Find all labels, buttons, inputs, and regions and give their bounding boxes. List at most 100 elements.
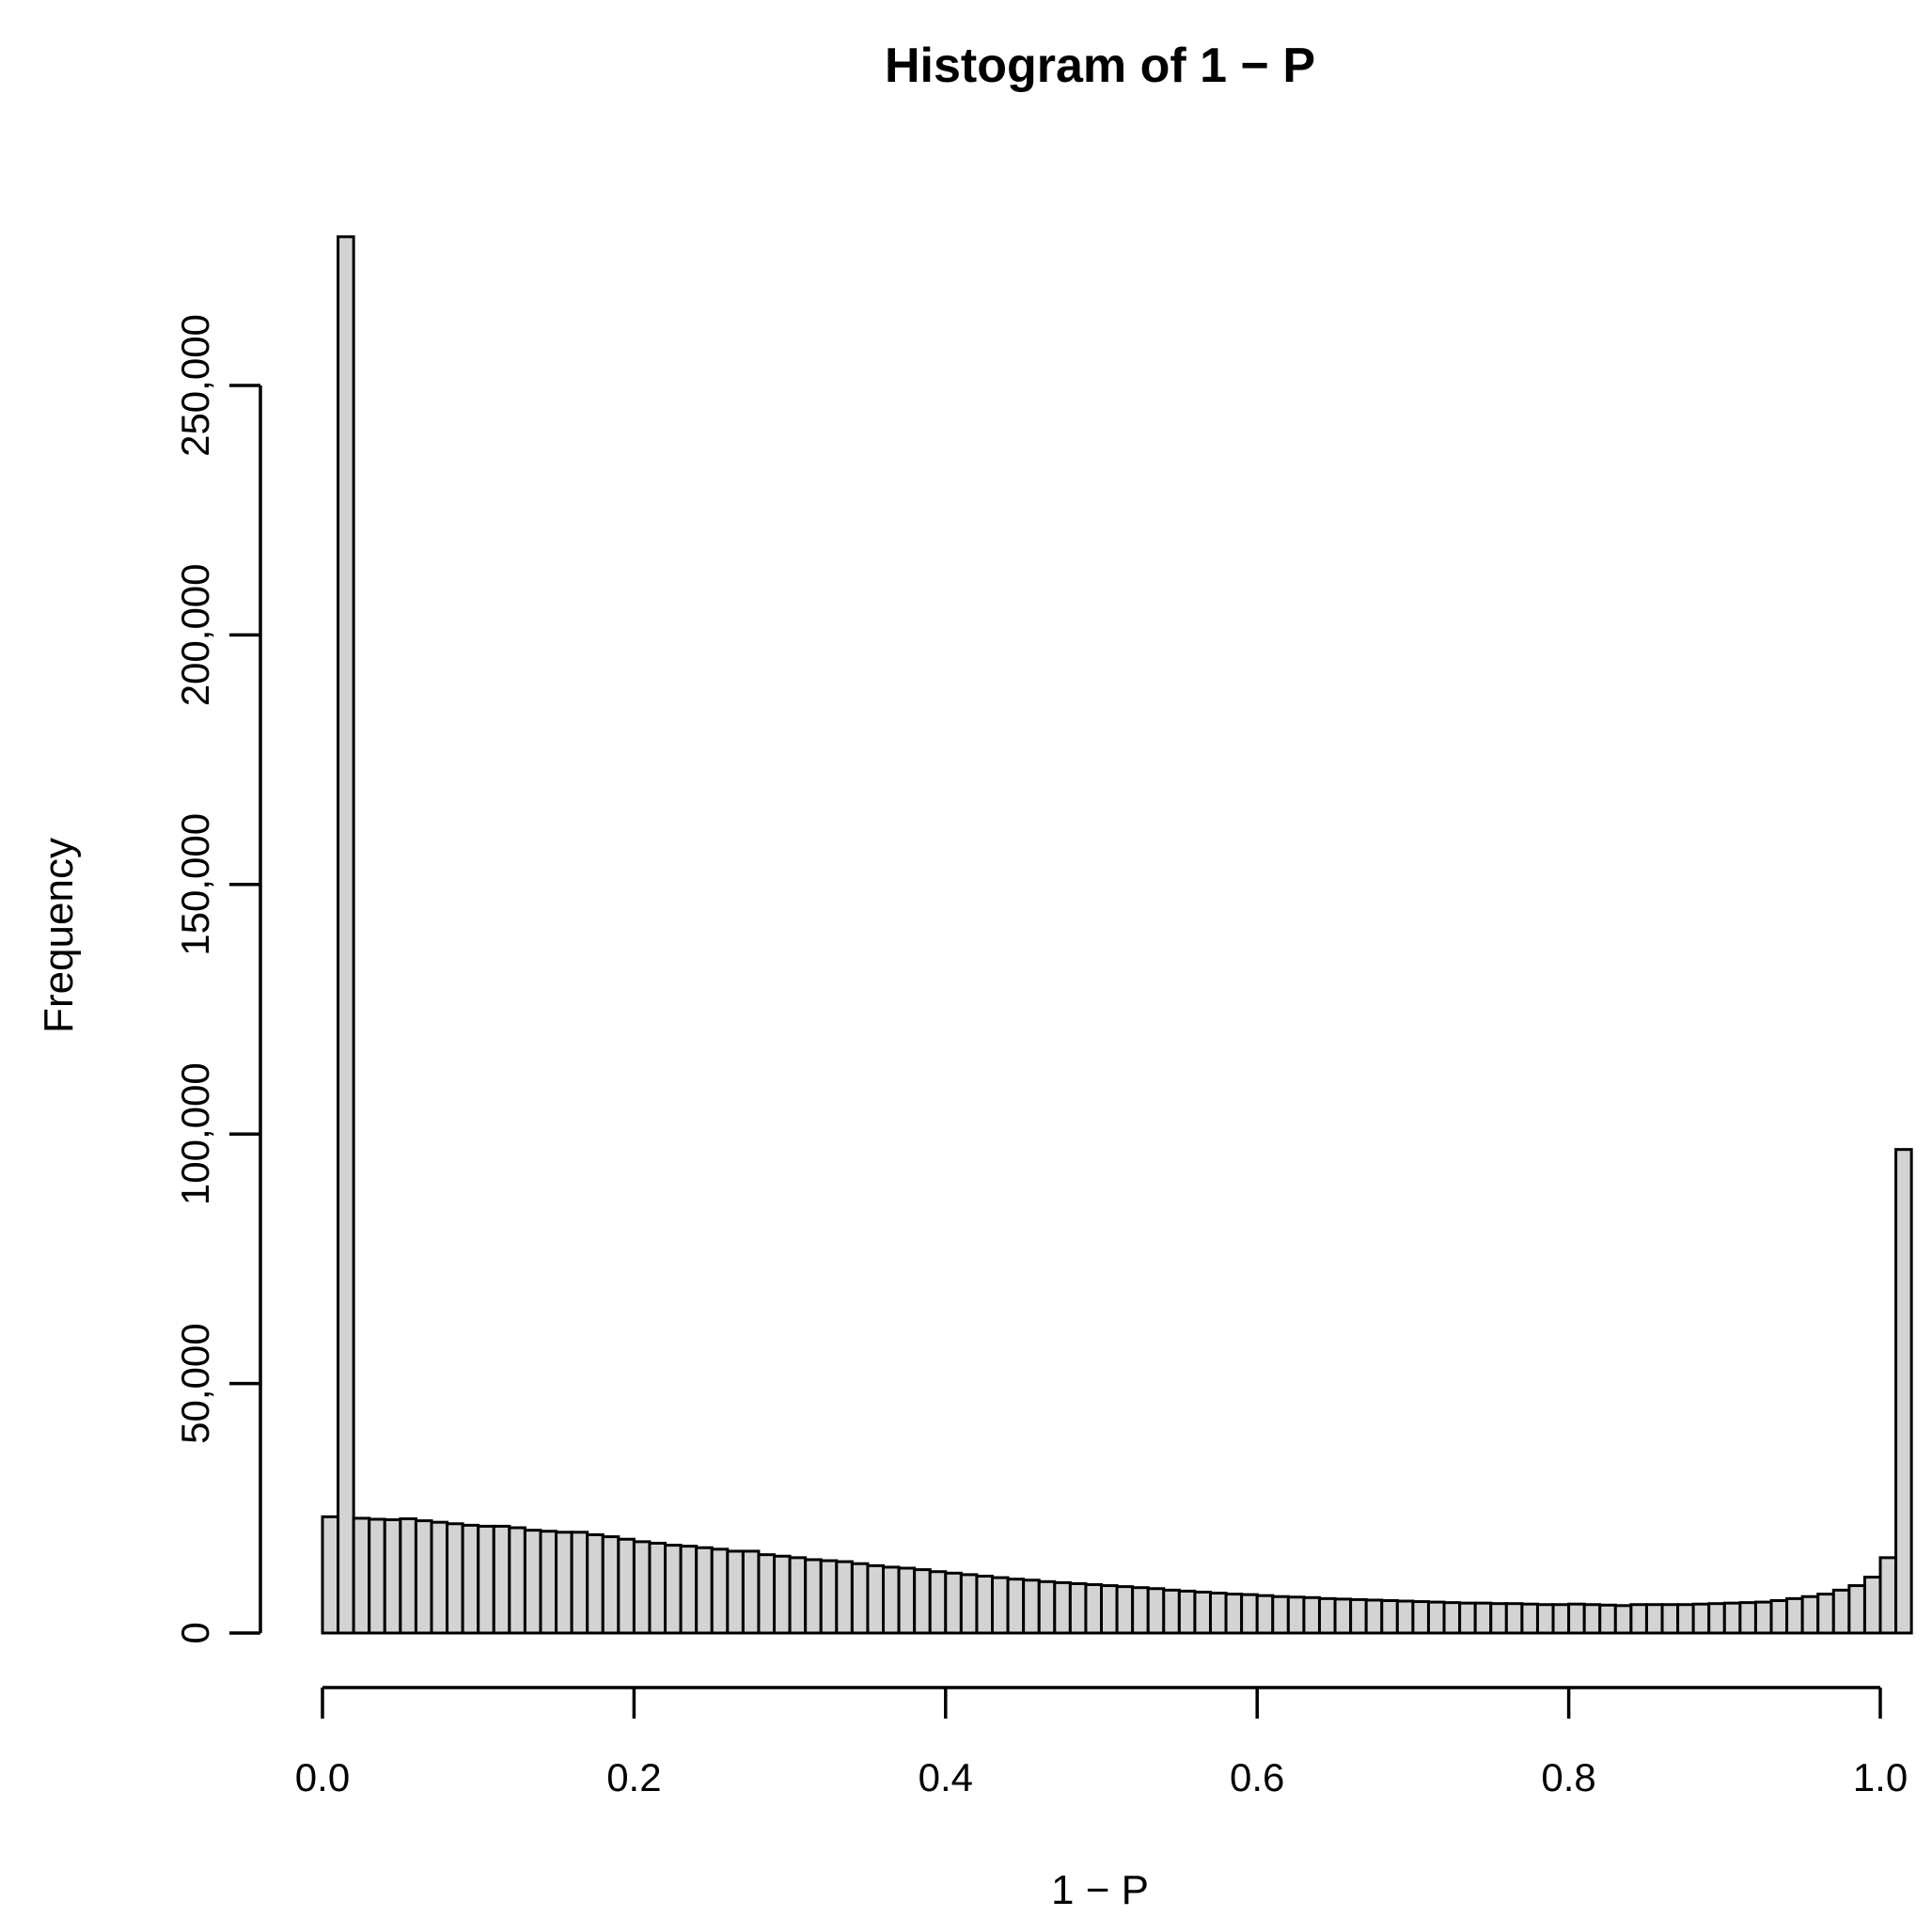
histogram-bar xyxy=(726,1549,745,1635)
histogram-bar xyxy=(1271,1594,1290,1635)
histogram-bar xyxy=(1785,1596,1804,1635)
histogram-bar xyxy=(866,1563,886,1635)
histogram-bar xyxy=(539,1530,558,1635)
histogram-bar xyxy=(1364,1598,1384,1635)
x-axis: 0.0 0.2 0.4 0.6 0.8 1.0 xyxy=(295,1686,1908,1799)
histogram-bar xyxy=(632,1540,652,1635)
histogram-bar xyxy=(1053,1580,1072,1635)
histogram-bar xyxy=(819,1559,839,1635)
y-axis: 0 50,000 100,000 150,000 200,000 250,000 xyxy=(173,314,262,1644)
histogram-bar xyxy=(1458,1601,1477,1635)
histogram-bar xyxy=(1769,1598,1789,1635)
histogram-bar xyxy=(664,1544,683,1635)
histogram-bar xyxy=(1208,1592,1228,1635)
histogram-bar xyxy=(1146,1587,1166,1635)
x-tick-label: 0.8 xyxy=(1541,1755,1595,1799)
histogram-bar xyxy=(850,1562,870,1635)
histogram-bar xyxy=(757,1553,777,1635)
histogram-bar xyxy=(1644,1603,1664,1635)
histogram-bar xyxy=(897,1566,917,1635)
histogram-bar xyxy=(773,1554,792,1635)
histogram-bar xyxy=(1426,1600,1446,1635)
histogram-bar xyxy=(414,1519,433,1635)
histogram-bar xyxy=(1177,1589,1197,1635)
histogram-bar xyxy=(1738,1601,1757,1635)
histogram-bar xyxy=(1707,1602,1726,1635)
histogram-bar xyxy=(508,1526,526,1635)
x-tick-label: 0.6 xyxy=(1230,1755,1284,1799)
histogram-bar xyxy=(1084,1583,1104,1635)
histogram-bar xyxy=(1240,1593,1259,1635)
histogram-bar xyxy=(1551,1603,1571,1635)
histogram-bar xyxy=(1037,1579,1057,1635)
histogram-bar xyxy=(648,1541,668,1635)
histogram-bar xyxy=(1676,1603,1695,1635)
histogram-bar xyxy=(835,1560,854,1635)
y-tick-label: 0 xyxy=(173,1622,217,1643)
histogram-bar xyxy=(1193,1590,1212,1635)
histogram-bar xyxy=(461,1523,480,1635)
histogram-bar xyxy=(1831,1588,1851,1635)
histogram-bar xyxy=(1115,1585,1135,1635)
histogram-bar xyxy=(804,1558,823,1635)
histogram-bar xyxy=(1489,1602,1508,1635)
histogram-bar xyxy=(1878,1556,1898,1635)
chart-title: Histogram of 1 − P xyxy=(885,39,1315,93)
histogram-bar xyxy=(399,1516,417,1635)
histogram-bar xyxy=(1333,1597,1353,1635)
histogram-bar xyxy=(741,1549,761,1635)
histogram-bar xyxy=(710,1547,730,1635)
histogram-bar xyxy=(913,1568,932,1635)
histogram-bar xyxy=(555,1531,573,1635)
histogram-bar xyxy=(695,1546,714,1635)
histogram-bar xyxy=(1504,1602,1524,1635)
histogram-bar xyxy=(586,1532,605,1635)
histogram-bar xyxy=(944,1571,963,1635)
histogram-bar xyxy=(1068,1581,1088,1635)
histogram-bar xyxy=(1255,1594,1275,1635)
histogram-bar xyxy=(1224,1593,1244,1635)
x-tick-label: 0.0 xyxy=(295,1755,350,1799)
y-tick-label: 50,000 xyxy=(173,1323,217,1443)
histogram-bar xyxy=(1800,1594,1820,1635)
histogram-bars xyxy=(321,235,1913,1635)
histogram-bar xyxy=(1286,1595,1306,1635)
histogram-bar xyxy=(1442,1601,1462,1635)
y-tick-label: 250,000 xyxy=(173,314,217,457)
histogram-bar xyxy=(1022,1579,1041,1635)
histogram-bar xyxy=(1535,1603,1555,1635)
x-tick-label: 0.4 xyxy=(919,1755,973,1799)
histogram-bar xyxy=(882,1565,901,1635)
histogram-bar xyxy=(477,1524,495,1635)
y-tick-label: 200,000 xyxy=(173,563,217,706)
histogram-bar xyxy=(570,1531,589,1635)
histogram-bar xyxy=(1691,1602,1711,1635)
histogram-bar xyxy=(1317,1596,1337,1635)
histogram-bar xyxy=(1100,1584,1119,1635)
x-axis-label: 1 − P xyxy=(1051,1867,1149,1913)
y-axis-label: Frequency xyxy=(36,838,82,1033)
histogram-bar xyxy=(430,1520,449,1635)
histogram-bar xyxy=(523,1529,542,1635)
histogram-bar xyxy=(959,1573,979,1635)
histogram-bar xyxy=(1302,1595,1321,1635)
histogram-bar xyxy=(928,1570,948,1635)
histogram-bar xyxy=(1411,1600,1430,1635)
y-tick-label: 150,000 xyxy=(173,813,217,956)
histogram-bar xyxy=(1722,1601,1742,1635)
histogram-bar xyxy=(1473,1601,1493,1635)
histogram-bar xyxy=(321,1515,340,1635)
histogram-bar xyxy=(1862,1576,1882,1635)
histogram-bar xyxy=(492,1524,511,1635)
histogram-bar xyxy=(1613,1604,1633,1635)
histogram-bar xyxy=(679,1545,699,1635)
histogram-bar xyxy=(1582,1603,1602,1635)
histogram-bar xyxy=(1380,1598,1399,1635)
x-tick-label: 0.2 xyxy=(606,1755,661,1799)
histogram-bar xyxy=(383,1518,402,1635)
histogram-bar xyxy=(1520,1602,1539,1635)
histogram-bar xyxy=(1162,1588,1181,1635)
histogram-bar xyxy=(1349,1597,1368,1635)
histogram-bar xyxy=(601,1535,620,1635)
